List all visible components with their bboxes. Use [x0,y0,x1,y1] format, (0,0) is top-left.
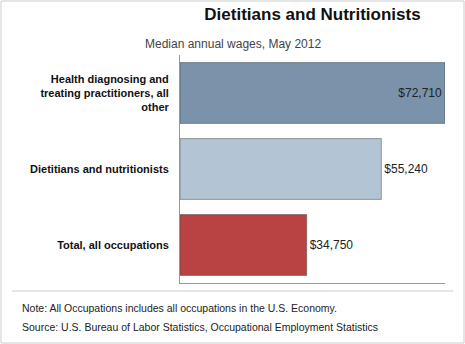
svg-text:Median annual wages, May 2012: Median annual wages, May 2012 [145,37,321,51]
svg-text:Dietitians and nutritionists: Dietitians and nutritionists [30,163,169,175]
svg-text:$72,710: $72,710 [398,86,442,100]
svg-text:Source: U.S. Bureau of Labor S: Source: U.S. Bureau of Labor Statistics,… [22,321,378,333]
svg-text:Health diagnosing andtreating: Health diagnosing andtreating practition… [40,73,169,114]
svg-text:$34,750: $34,750 [310,238,354,252]
svg-text:Total, all occupations: Total, all occupations [57,239,169,251]
svg-text:$55,240: $55,240 [384,162,428,176]
svg-text:Dietitians and Nutritionists: Dietitians and Nutritionists [204,5,420,24]
svg-text:Note: All Occupations includes: Note: All Occupations includes all occup… [22,302,337,314]
